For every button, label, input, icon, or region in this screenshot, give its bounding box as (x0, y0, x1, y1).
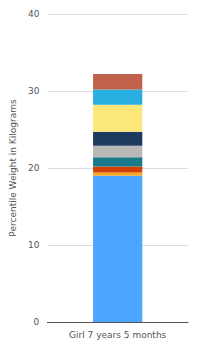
svg-text:40: 40 (28, 9, 40, 19)
svg-text:0: 0 (34, 317, 40, 327)
svg-text:Girl 7 years 5 months: Girl 7 years 5 months (69, 330, 167, 340)
svg-text:Percentile Weight in Kilograms: Percentile Weight in Kilograms (8, 99, 18, 237)
svg-text:20: 20 (28, 163, 40, 173)
svg-text:30: 30 (28, 86, 40, 96)
svg-text:10: 10 (28, 240, 40, 250)
